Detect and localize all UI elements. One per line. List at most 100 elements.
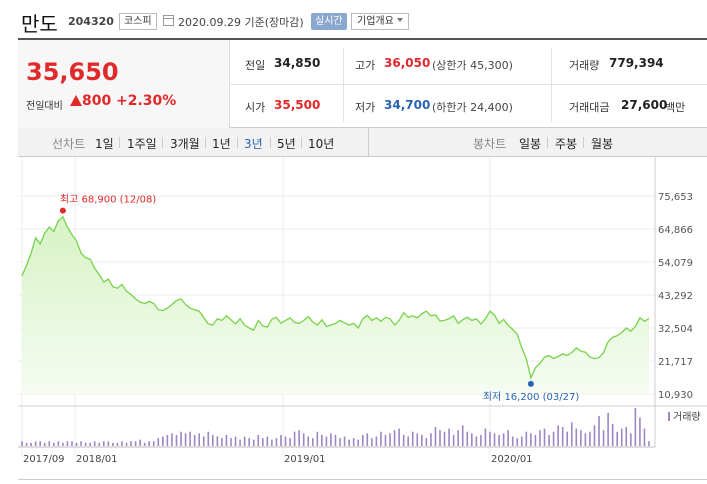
volume-bar [507,430,509,446]
tab-separator [301,137,302,148]
tab-separator [205,137,206,148]
volume-bar [43,442,46,446]
upper-limit: (상한가 45,300) [432,59,513,72]
tab-daily-candle[interactable]: 일봉 [519,137,542,151]
volume-bar [325,436,328,446]
open-value: 35,500 [274,98,321,112]
volume-bar [262,438,264,446]
volume-bar [62,442,64,446]
volume-bar [34,441,37,446]
volume-bar [334,434,337,446]
volume-bar [375,436,378,446]
volume-bar [598,415,600,446]
base-date: 2020.09.29 기준(장마감) [178,16,304,29]
volume-bar [489,431,491,446]
volume-bar [271,439,273,446]
volume-bar [389,433,391,446]
stock-code: 204320 [68,15,114,28]
x-tick-label: 2020/01 [491,454,533,465]
volume-bar [498,434,500,446]
volume-bar [252,439,255,446]
volume-bar [543,428,546,446]
tab-1d[interactable]: 1일 [95,137,114,151]
y-tick-label: 54,079 [658,258,693,269]
volume-label: 거래량 [569,59,600,72]
tab-group-divider [368,128,369,157]
volume-bar [348,439,350,446]
change-percent: +2.30% [116,93,177,109]
volume-bar [430,433,432,446]
volume-bar [134,441,137,446]
y-tick-label: 32,504 [658,324,693,335]
volume-bar [162,436,164,446]
volume-bar [343,436,346,446]
volume-bar [225,434,228,446]
volume-bar [102,441,105,446]
volume-value: 779,394 [609,56,664,70]
volume-bar [25,442,28,446]
volume-bar [198,433,200,446]
volume-bar [221,438,223,446]
volume-bar [98,442,101,446]
chart-tabs: 선차트 1일 1주일 3개월 1년 3년 5년 10년 봉차트 일봉 주봉 월봉 [18,128,707,157]
y-tick-label: 75,653 [658,192,693,203]
high-marker [59,207,66,214]
high-value: 36,050 [384,56,431,70]
volume-legend-label: 거래량 [673,411,701,423]
y-tick-label: 21,717 [658,357,693,368]
volume-bar [107,441,110,446]
volume-bar [39,441,41,446]
volume-bar [439,430,441,446]
price-chart-svg: 75,653 64,866 54,079 43,292 32,504 21,717 10,9… [18,157,707,465]
company-info-dropdown[interactable]: 기업개요 [351,13,409,30]
tab-weekly-candle[interactable]: 주봉 [555,137,578,151]
volume-bar [361,434,364,446]
quote-column-divider [551,48,552,122]
volume-bar [330,433,332,446]
volume-bar [239,439,241,446]
volume-bar [480,434,482,446]
volume-bar [266,436,269,446]
volume-bar [516,438,519,446]
quote-divider [230,84,707,85]
tab-separator [237,137,238,148]
realtime-button[interactable]: 실시간 [311,13,347,30]
volume-bar [493,433,496,446]
volume-bar [257,434,260,446]
volume-bar [402,434,405,446]
tab-1y[interactable]: 1년 [212,137,231,151]
volume-bar [30,442,32,446]
volume-bar [407,436,409,446]
volume-bar [548,434,550,446]
volume-bar [139,439,141,446]
tab-1w[interactable]: 1주일 [127,137,157,151]
tab-separator [547,137,548,148]
volume-bar [393,430,396,446]
volume-bar [193,434,196,446]
volume-bar [552,431,555,446]
volume-bar [639,417,641,446]
volume-bar [75,442,78,446]
up-triangle-icon [70,95,82,106]
volume-bar [475,436,478,446]
volume-bar [339,438,341,446]
volume-bar [371,438,373,446]
volume-bar [66,441,69,446]
volume-bar [125,442,128,446]
tab-3m[interactable]: 3개월 [170,137,200,151]
volume-bar [21,441,23,446]
volume-bar [180,431,182,446]
volume-bar [616,431,618,446]
volume-bar [293,431,296,446]
tab-5y[interactable]: 5년 [277,137,296,151]
volume-bar [311,438,314,446]
volume-bar [116,442,119,446]
volume-bar [89,442,91,446]
tab-10y[interactable]: 10년 [308,137,335,151]
volume-bar [143,442,146,446]
high-annotation: 최고 68,900 (12/08) [60,194,156,206]
volume-bar [357,439,360,446]
low-marker [527,380,534,387]
tab-monthly-candle[interactable]: 월봉 [591,137,614,151]
tab-3y[interactable]: 3년 [244,137,263,151]
